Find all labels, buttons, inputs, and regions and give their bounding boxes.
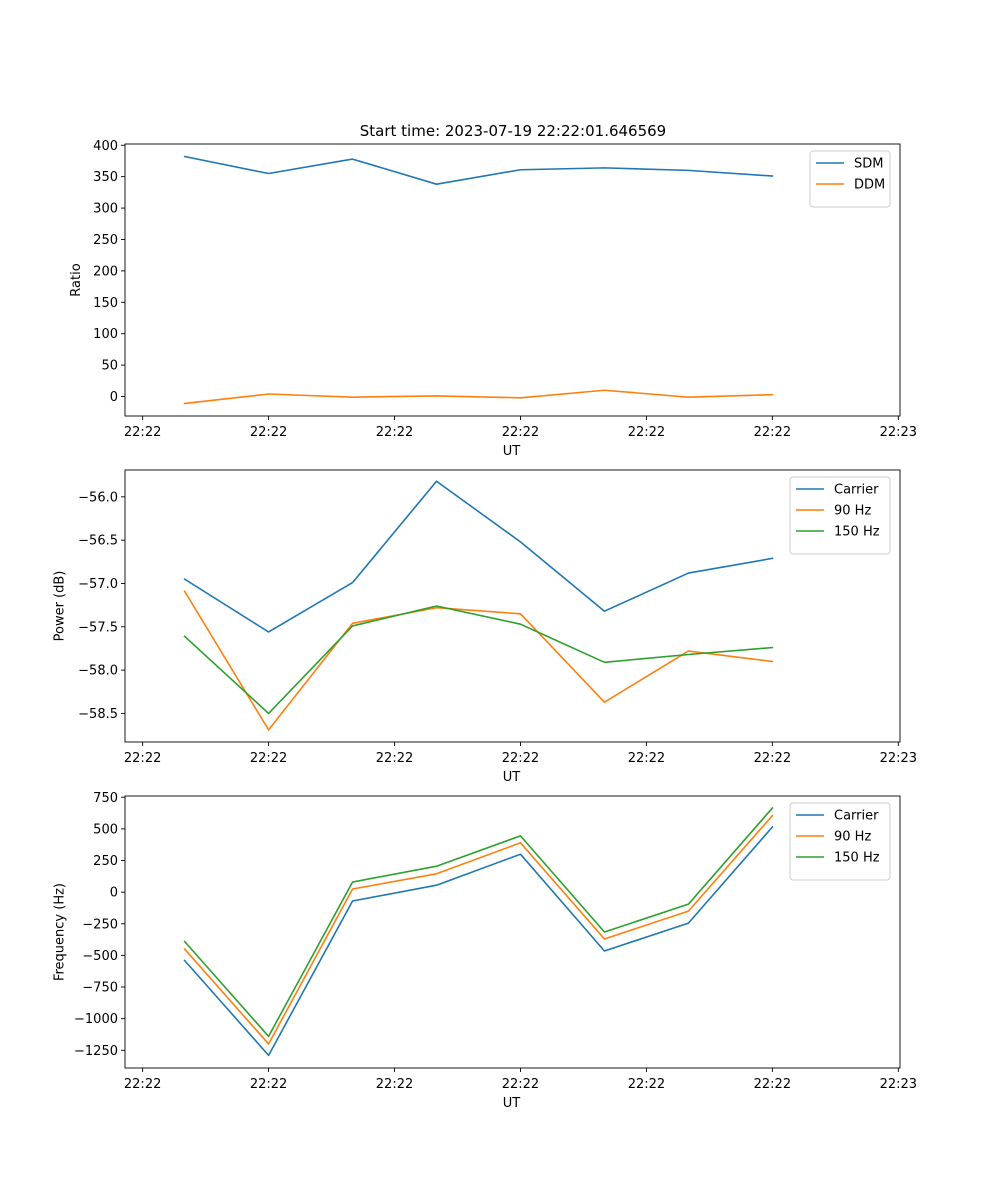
x-tick-label: 22:22 [250, 751, 287, 766]
x-tick-label: 22:22 [754, 751, 791, 766]
y-tick-label: 50 [101, 359, 118, 374]
legend-label-sdm: SDM [854, 157, 883, 172]
y-tick-label: 0 [110, 886, 118, 901]
y-tick-label: −56.0 [78, 490, 118, 505]
figure-title: Start time: 2023-07-19 22:22:01.646569 [360, 122, 666, 140]
x-tick-label: 22:22 [628, 1077, 665, 1092]
x-tick-label: 22:22 [502, 751, 539, 766]
y-axis-label: Frequency (Hz) [53, 883, 68, 981]
power-panel: 22:22 22:22 22:22 22:22 22:22 22:22 22:23 −58.5… [53, 469, 917, 785]
x-axis-label: UT [503, 444, 521, 459]
series-line-carrier [183, 480, 774, 633]
legend-box [809, 150, 891, 208]
y-tick-label: −58.5 [78, 707, 118, 722]
y-tick-label: 750 [93, 791, 118, 806]
legend-label-150-hz: 150 Hz [834, 525, 880, 540]
y-tick-label: −57.5 [78, 620, 118, 635]
legend-label-150-hz: 150 Hz [834, 851, 880, 866]
y-tick-label: −58.0 [78, 664, 118, 679]
x-tick-label: 22:22 [376, 425, 413, 440]
frequency-panel: 22:22 22:22 22:22 22:22 22:22 22:22 22:23 −1250… [53, 791, 918, 1111]
x-tick-label: 22:22 [376, 751, 413, 766]
legend-label-carrier: Carrier [834, 809, 879, 824]
x-tick-label: 22:23 [880, 425, 917, 440]
series-line-90-hz [183, 814, 774, 1045]
y-tick-label: 100 [93, 327, 118, 342]
y-tick-label: −1250 [74, 1044, 118, 1059]
x-tick-label: 22:23 [880, 1077, 917, 1092]
x-tick-label: 22:22 [502, 1077, 539, 1092]
y-tick-label: 250 [93, 854, 118, 869]
y-tick-label: 300 [93, 202, 118, 217]
y-tick-label: 200 [93, 264, 118, 279]
series-line-150-hz [183, 605, 774, 715]
x-tick-label: 22:23 [880, 751, 917, 766]
axes-frame [124, 143, 901, 417]
y-tick-label: 400 [93, 139, 118, 154]
y-axis-label: Ratio [69, 263, 84, 296]
x-axis-label: UT [503, 770, 521, 785]
axes-frame [124, 795, 901, 1069]
x-tick-label: 22:22 [754, 425, 791, 440]
x-tick-label: 22:22 [376, 1077, 413, 1092]
x-axis-label: UT [503, 1096, 521, 1111]
y-tick-label: 500 [93, 822, 118, 837]
legend-box [789, 802, 891, 881]
x-tick-label: 22:22 [628, 425, 665, 440]
x-tick-label: 22:22 [124, 425, 161, 440]
series-line-ddm [183, 389, 774, 405]
x-tick-label: 22:22 [250, 425, 287, 440]
axes-frame [124, 469, 901, 743]
y-tick-label: 350 [93, 170, 118, 185]
series-line-90-hz [183, 590, 774, 731]
y-tick-label: −750 [82, 981, 118, 996]
x-tick-label: 22:22 [502, 425, 539, 440]
y-tick-label: −57.0 [78, 577, 118, 592]
y-tick-label: −250 [82, 917, 118, 932]
x-tick-label: 22:22 [250, 1077, 287, 1092]
series-line-150-hz [183, 806, 774, 1038]
series-line-carrier [183, 825, 774, 1057]
y-tick-label: −56.5 [78, 534, 118, 549]
y-tick-label: −1000 [74, 1012, 118, 1027]
series-line-sdm [183, 155, 774, 185]
legend-label-ddm: DDM [854, 178, 885, 193]
legend-label-90-hz: 90 Hz [834, 830, 871, 845]
y-tick-label: −500 [82, 949, 118, 964]
x-tick-label: 22:22 [124, 1077, 161, 1092]
y-tick-label: 0 [110, 390, 118, 405]
x-tick-label: 22:22 [124, 751, 161, 766]
y-tick-label: 250 [93, 233, 118, 248]
y-tick-label: 150 [93, 296, 118, 311]
legend-label-carrier: Carrier [834, 483, 879, 498]
y-axis-label: Power (dB) [53, 571, 68, 642]
legend-label-90-hz: 90 Hz [834, 504, 871, 519]
x-tick-label: 22:22 [628, 751, 665, 766]
legend-box [789, 476, 891, 555]
x-tick-label: 22:22 [754, 1077, 791, 1092]
ratio-panel: 22:22 22:22 22:22 22:22 22:22 22:22 22:23 0 50 10… [69, 139, 917, 459]
